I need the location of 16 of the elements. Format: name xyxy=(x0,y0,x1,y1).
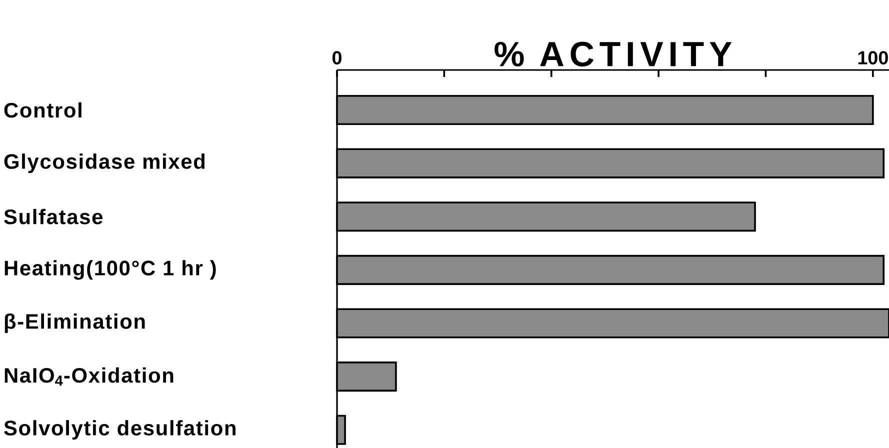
bar xyxy=(336,202,756,232)
bar xyxy=(336,308,889,338)
y-tick-label: Sulfatase xyxy=(4,208,102,224)
x-tick-label: 100 xyxy=(858,51,888,64)
bar xyxy=(336,148,885,178)
bar xyxy=(336,94,874,126)
y-tick-label: Glycosidase mixed xyxy=(4,154,205,174)
x-tick-label: 0 xyxy=(332,51,342,64)
y-tick-label: Heating(100°C 1 hr ) xyxy=(4,260,216,280)
y-tick-label: Control xyxy=(4,102,82,118)
bar xyxy=(336,254,885,285)
chart-title: % ACTIVITY xyxy=(494,42,732,66)
y-tick-label: NaIO$_{4}$-Oxidation xyxy=(4,367,174,386)
y-tick-label: Solvolytic desulfation xyxy=(4,420,236,440)
bar xyxy=(336,362,397,392)
y-tick-label: β-Elimination xyxy=(4,313,145,333)
